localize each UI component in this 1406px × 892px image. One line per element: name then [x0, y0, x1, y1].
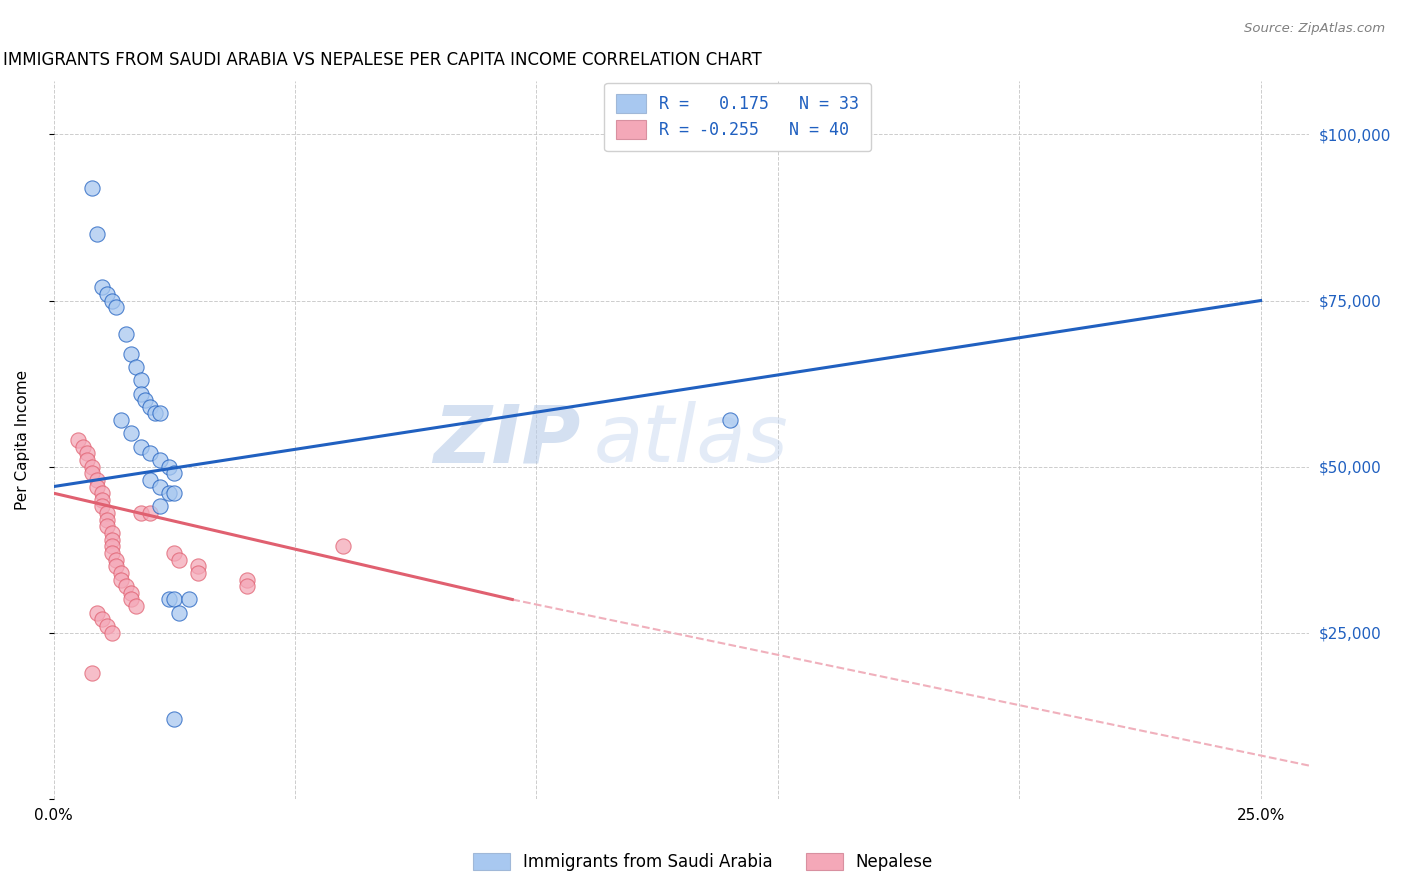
Point	[332, 539, 354, 553]
Point	[235, 573, 257, 587]
Point	[105, 552, 128, 566]
Point	[115, 326, 138, 341]
Point	[149, 407, 172, 421]
Point	[187, 559, 209, 574]
Point	[143, 407, 166, 421]
Point	[139, 473, 162, 487]
Point	[110, 573, 132, 587]
Point	[96, 519, 118, 533]
Point	[163, 467, 186, 481]
Point	[86, 479, 108, 493]
Point	[66, 433, 89, 447]
Point	[96, 513, 118, 527]
Point	[139, 446, 162, 460]
Legend: R =   0.175   N = 33, R = -0.255   N = 40: R = 0.175 N = 33, R = -0.255 N = 40	[605, 82, 872, 151]
Point	[96, 506, 118, 520]
Point	[110, 413, 132, 427]
Point	[159, 592, 181, 607]
Point	[177, 592, 200, 607]
Point	[90, 280, 112, 294]
Legend: Immigrants from Saudi Arabia, Nepalese: Immigrants from Saudi Arabia, Nepalese	[464, 845, 942, 880]
Point	[105, 300, 128, 314]
Point	[139, 400, 162, 414]
Point	[187, 566, 209, 580]
Point	[100, 526, 122, 541]
Point	[90, 500, 112, 514]
Point	[86, 227, 108, 241]
Point	[96, 286, 118, 301]
Point	[90, 486, 112, 500]
Point	[129, 386, 152, 401]
Point	[72, 440, 94, 454]
Point	[139, 506, 162, 520]
Text: atlas: atlas	[593, 401, 789, 479]
Point	[129, 506, 152, 520]
Point	[86, 473, 108, 487]
Point	[82, 459, 104, 474]
Text: Source: ZipAtlas.com: Source: ZipAtlas.com	[1244, 22, 1385, 36]
Point	[100, 625, 122, 640]
Point	[100, 539, 122, 553]
Point	[163, 712, 186, 726]
Point	[163, 486, 186, 500]
Point	[115, 579, 138, 593]
Point	[163, 592, 186, 607]
Point	[100, 546, 122, 560]
Point	[167, 606, 190, 620]
Point	[149, 453, 172, 467]
Point	[90, 492, 112, 507]
Point	[82, 180, 104, 194]
Point	[100, 533, 122, 547]
Point	[76, 453, 98, 467]
Point	[110, 566, 132, 580]
Point	[120, 586, 142, 600]
Point	[82, 665, 104, 680]
Point	[96, 619, 118, 633]
Point	[105, 559, 128, 574]
Point	[125, 359, 148, 374]
Point	[129, 440, 152, 454]
Point	[149, 479, 172, 493]
Point	[82, 467, 104, 481]
Point	[86, 606, 108, 620]
Point	[90, 612, 112, 626]
Point	[120, 592, 142, 607]
Point	[76, 446, 98, 460]
Y-axis label: Per Capita Income: Per Capita Income	[15, 370, 30, 510]
Point	[159, 486, 181, 500]
Point	[134, 393, 156, 408]
Point	[100, 293, 122, 308]
Point	[120, 426, 142, 441]
Text: IMMIGRANTS FROM SAUDI ARABIA VS NEPALESE PER CAPITA INCOME CORRELATION CHART: IMMIGRANTS FROM SAUDI ARABIA VS NEPALESE…	[3, 51, 762, 69]
Point	[718, 413, 741, 427]
Point	[149, 500, 172, 514]
Point	[129, 373, 152, 387]
Point	[159, 459, 181, 474]
Point	[167, 552, 190, 566]
Point	[120, 347, 142, 361]
Point	[125, 599, 148, 614]
Point	[235, 579, 257, 593]
Text: ZIP: ZIP	[433, 401, 581, 479]
Point	[163, 546, 186, 560]
